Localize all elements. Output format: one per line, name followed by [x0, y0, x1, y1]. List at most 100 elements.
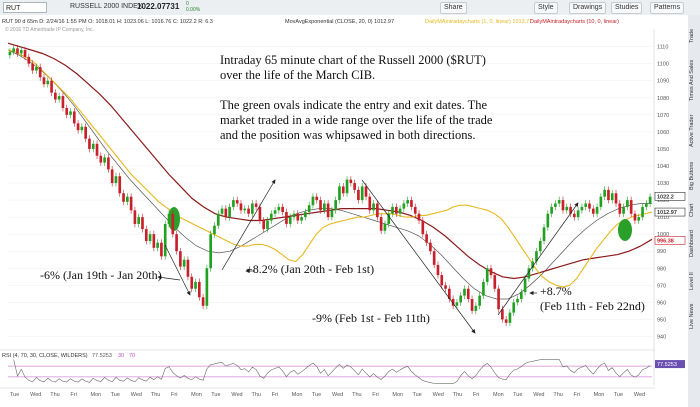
style-button[interactable]: Style	[534, 2, 558, 14]
x-tick-label: Fri	[372, 392, 378, 398]
leg4-label-line2: (Feb 11th - Feb 22nd)	[540, 299, 645, 313]
candle-body	[27, 56, 31, 64]
candle-body	[436, 264, 440, 276]
price-label-box	[654, 236, 686, 245]
y-tick-label: 1090	[657, 79, 669, 85]
x-tick-label: Wed	[533, 392, 544, 398]
candle-body	[334, 200, 338, 211]
price-change: 0 0.00%	[186, 1, 200, 13]
x-tick-label: Thu	[352, 392, 361, 398]
studies-button[interactable]: Studies	[611, 2, 643, 14]
price-chart[interactable]: 940 950 960 970 980 990 1000 1010 1020 1030 1040 10…	[0, 15, 688, 407]
candle-body	[455, 302, 459, 306]
x-tick-label: Wed	[231, 392, 242, 398]
candle-body	[163, 223, 167, 257]
x-tick-label: Mon	[292, 392, 303, 398]
candle-body	[360, 186, 364, 201]
price-label: 1012.97	[657, 210, 677, 216]
candle-body	[315, 196, 319, 201]
side-tab-chart[interactable]: Chart	[689, 203, 695, 217]
price-change-percent: 0.00%	[186, 7, 201, 13]
ema20-line	[7, 49, 653, 288]
x-tick-label: Tue	[413, 392, 422, 398]
candle-body	[80, 126, 84, 131]
candle-body	[474, 305, 478, 311]
candle-body	[482, 281, 485, 296]
candle-body	[463, 288, 466, 296]
x-tick-label: Fri	[473, 392, 479, 398]
candle-body	[531, 261, 534, 269]
candle-body	[538, 241, 542, 252]
candle-body	[497, 288, 500, 310]
symbol-input[interactable]: RUT	[3, 2, 47, 13]
candle-body	[262, 220, 266, 230]
ema-legend: MovAvgExponential (CLOSE, 20, 0) 1012.97	[285, 19, 394, 25]
candle-body	[141, 217, 144, 230]
y-tick-label: 1000	[657, 232, 669, 238]
candle-body	[614, 193, 618, 204]
side-tab-dashboard[interactable]: Dashboard	[689, 230, 695, 258]
candle-body	[349, 179, 353, 184]
price-label: 996.38	[657, 238, 674, 244]
candle-body	[542, 227, 546, 241]
rsi-value-label: 77.5253	[657, 362, 677, 368]
share-button[interactable]: Share	[440, 2, 467, 14]
candle-body	[591, 208, 595, 214]
candle-body	[292, 213, 296, 218]
rsi-value-box	[655, 360, 685, 369]
candle-body	[213, 225, 216, 235]
candle-body	[12, 48, 16, 52]
candle-body	[406, 200, 409, 204]
candle-body	[516, 298, 519, 303]
candle-body	[470, 298, 474, 311]
candle-body	[311, 196, 315, 206]
trend-arrow	[157, 275, 181, 281]
candle-body	[160, 242, 163, 257]
candle-body	[247, 208, 250, 214]
x-tick-label: Tue	[312, 392, 321, 398]
candle-body	[429, 242, 432, 252]
candle-body	[330, 210, 334, 218]
x-tick-label: Mon	[493, 392, 504, 398]
drawings-button[interactable]: Drawings	[569, 2, 607, 14]
y-tick-label: 940	[657, 334, 666, 340]
side-tab-active-trader[interactable]: Active Trader	[689, 114, 695, 148]
side-tab-level-ii[interactable]: Level II	[689, 272, 695, 290]
x-tick-label: Thu	[252, 392, 261, 398]
x-tick-label: Tue	[513, 392, 522, 398]
candle-body	[501, 309, 504, 320]
side-tab-trade[interactable]: Trade	[689, 28, 695, 44]
price-label-box	[654, 192, 686, 201]
candle-body	[54, 92, 57, 100]
candle-body	[459, 295, 463, 303]
candle-body	[224, 208, 228, 218]
candle-body	[288, 217, 292, 224]
candle-body	[588, 203, 591, 209]
y-tick-label: 960	[657, 300, 666, 306]
candle-body	[296, 213, 300, 221]
candle-body	[118, 176, 122, 194]
x-tick-label: Thu	[453, 392, 462, 398]
candle-body	[508, 312, 512, 323]
candle-body	[357, 189, 360, 201]
patterns-button[interactable]: Patterns	[650, 2, 685, 14]
side-tab-big-buttons[interactable]: Big Buttons	[689, 161, 695, 191]
candle-body	[167, 213, 171, 224]
x-tick-label: Tue	[111, 392, 120, 398]
candle-body	[122, 193, 125, 202]
candle-body	[527, 268, 531, 279]
candle-body	[398, 208, 402, 214]
toolbar: RUT RUSSELL 2000 INDEX 1022.07731 0 0.00…	[0, 0, 700, 16]
candle-body	[485, 268, 489, 282]
candle-body	[569, 206, 572, 214]
side-tab-times-and-sales[interactable]: Times And Sales	[689, 59, 695, 101]
candle-body	[432, 251, 436, 265]
y-tick-label: 980	[657, 266, 666, 272]
candle-body	[251, 203, 254, 214]
candle-body	[103, 157, 106, 163]
instrument-name: RUSSELL 2000 INDEX	[70, 3, 143, 10]
leg2-label: +8.2% (Jan 20th - Feb 1st)	[246, 262, 375, 276]
side-tab-live-news[interactable]: Live News	[689, 303, 695, 329]
rsi-value: 77.5253	[92, 353, 112, 359]
trend-arrow	[497, 202, 579, 316]
